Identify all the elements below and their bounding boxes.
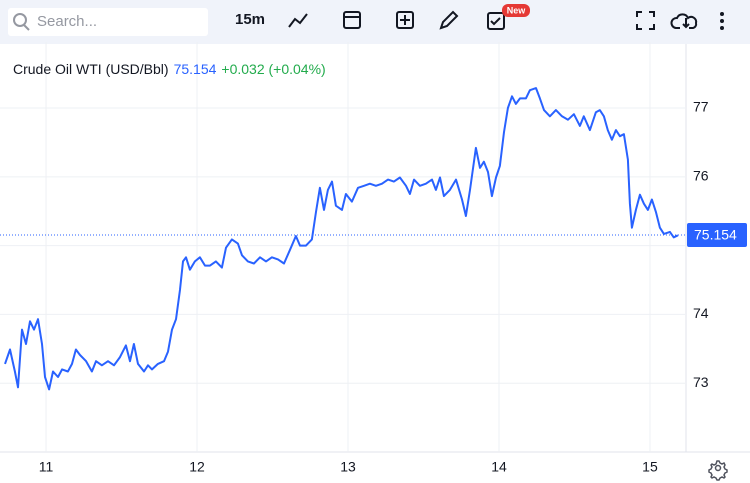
x-tick-label: 15 <box>642 459 658 475</box>
search-box[interactable] <box>8 8 208 36</box>
events-button[interactable] <box>487 12 505 30</box>
settings-button <box>714 464 722 472</box>
new-badge-text: New <box>507 5 527 15</box>
y-tick-label: 74 <box>693 305 709 321</box>
chart-type-button[interactable] <box>288 13 308 28</box>
plot <box>0 87 685 391</box>
add-button[interactable] <box>396 11 414 29</box>
search-placeholder: Search... <box>37 13 97 30</box>
events-button <box>490 17 501 26</box>
y-tick-label: 73 <box>693 374 709 390</box>
x-tick-label: 14 <box>491 459 507 475</box>
grid <box>0 42 685 452</box>
last-price-label: 75.154 <box>694 227 737 243</box>
x-tick-label: 11 <box>39 459 54 475</box>
settings-button[interactable] <box>708 460 728 481</box>
draw-button[interactable] <box>439 10 459 30</box>
y-tick-label: 77 <box>693 99 709 115</box>
download-button[interactable] <box>670 13 698 29</box>
calendar-button[interactable] <box>343 11 361 29</box>
legend: Crude Oil WTI (USD/Bbl) 75.154 +0.032 (+0.… <box>13 61 326 77</box>
last-price: 75.154 <box>174 61 217 77</box>
search-icon <box>13 13 27 27</box>
new-badge <box>502 4 530 17</box>
price-change: +0.032 (+0.04%) <box>221 61 325 77</box>
menu-button <box>720 19 724 23</box>
x-tick-label: 13 <box>340 459 356 475</box>
symbol-title: Crude Oil WTI (USD/Bbl) <box>13 61 169 77</box>
interval-button[interactable]: 15m <box>235 11 265 28</box>
fullscreen-button[interactable] <box>636 11 655 30</box>
menu-button <box>720 26 724 30</box>
price-line <box>4 87 679 391</box>
last-price-marker <box>687 223 747 248</box>
x-tick-label: 12 <box>189 459 205 475</box>
y-tick-label: 76 <box>693 168 709 184</box>
add-button <box>400 15 410 25</box>
menu-button[interactable] <box>720 12 724 16</box>
search-icon <box>23 24 30 31</box>
